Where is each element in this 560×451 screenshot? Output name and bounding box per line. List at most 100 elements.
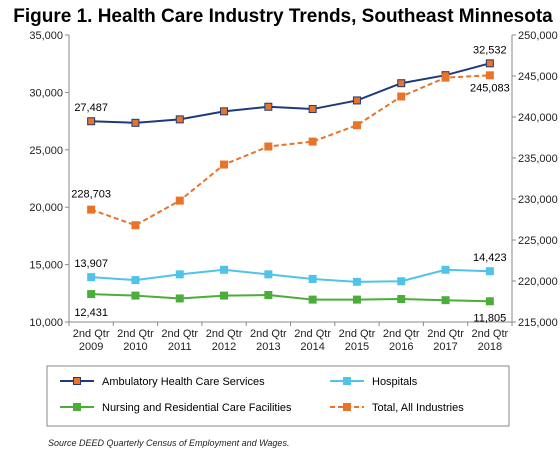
series-1-point bbox=[485, 267, 494, 276]
x-tick-label-line: 2010 bbox=[123, 341, 147, 353]
series-1-point bbox=[441, 265, 450, 274]
left-tick-label: 25,000 bbox=[29, 145, 63, 157]
series-0-point bbox=[264, 102, 273, 111]
plot-area: 10,000 15,000 20,000 25,000 30,000 35,000 215,… bbox=[29, 30, 557, 353]
left-tick-label: 15,000 bbox=[29, 260, 63, 272]
series-2-point bbox=[131, 291, 140, 300]
series-1-point bbox=[87, 273, 96, 282]
series-line-3 bbox=[90, 74, 490, 227]
right-tick-label: 245,000 bbox=[518, 71, 558, 83]
x-tick-label: 2nd Qtr 2011 bbox=[161, 328, 198, 353]
left-tick-label: 35,000 bbox=[29, 30, 63, 42]
x-tick-label-line: 2nd Qtr bbox=[427, 328, 464, 340]
left-tick-label: 10,000 bbox=[29, 317, 63, 329]
x-tick-label: 2nd Qtr 2010 bbox=[117, 328, 154, 353]
legend-marker-1 bbox=[343, 377, 351, 385]
left-tick-label: 30,000 bbox=[29, 87, 63, 99]
x-tick-label: 2nd Qtr 2015 bbox=[339, 328, 376, 353]
series-3-point bbox=[485, 71, 494, 80]
data-label: 13,907 bbox=[74, 258, 108, 270]
series-1-point bbox=[264, 270, 273, 279]
x-tick-label-line: 2nd Qtr bbox=[206, 328, 243, 340]
x-tick-label-line: 2nd Qtr bbox=[73, 328, 110, 340]
series-2-point bbox=[485, 297, 494, 306]
series-1-point bbox=[352, 277, 361, 286]
x-tick-label-line: 2nd Qtr bbox=[161, 328, 198, 340]
series-1-point bbox=[131, 276, 140, 285]
right-tick-label: 240,000 bbox=[518, 112, 558, 124]
series-3-point bbox=[441, 73, 450, 82]
data-label: 32,532 bbox=[473, 44, 507, 56]
x-tick-label: 2nd Qtr 2017 bbox=[427, 328, 464, 353]
series-2-point bbox=[175, 294, 184, 303]
data-label: 245,083 bbox=[470, 82, 510, 94]
x-tick-label: 2nd Qtr 2013 bbox=[250, 328, 287, 353]
series-0-point bbox=[175, 115, 184, 124]
series-line-0 bbox=[91, 62, 491, 124]
series-2-point bbox=[352, 295, 361, 304]
series-2-point bbox=[308, 295, 317, 304]
series-1-point bbox=[175, 270, 184, 279]
series-1-point bbox=[308, 274, 317, 283]
legend-label-3: Total, All Industries bbox=[372, 402, 464, 414]
source-note: Source DEED Quarterly Census of Employme… bbox=[48, 438, 289, 448]
series-3-point bbox=[175, 196, 184, 205]
x-tick-label-line: 2012 bbox=[212, 341, 236, 353]
right-tick-label: 235,000 bbox=[518, 153, 558, 165]
series-3-point bbox=[87, 205, 96, 214]
series-3-point bbox=[131, 221, 140, 230]
series-2-point bbox=[87, 290, 96, 299]
right-tick-label: 225,000 bbox=[518, 235, 558, 247]
x-tick-label-line: 2014 bbox=[300, 341, 324, 353]
series-0-point bbox=[308, 105, 317, 114]
x-tick-label-line: 2nd Qtr bbox=[294, 328, 331, 340]
x-tick-label-line: 2nd Qtr bbox=[117, 328, 154, 340]
right-tick-label: 220,000 bbox=[518, 276, 558, 288]
x-tick-label: 2nd Qtr 2018 bbox=[472, 328, 509, 353]
legend-box bbox=[46, 365, 510, 427]
legend-marker-3 bbox=[343, 403, 351, 411]
series-line-2 bbox=[91, 293, 490, 303]
series-2-point bbox=[220, 291, 229, 300]
right-tick-label: 230,000 bbox=[518, 194, 558, 206]
series-0-point bbox=[131, 118, 140, 127]
x-tick-label-line: 2nd Qtr bbox=[250, 328, 287, 340]
x-tick-label-line: 2011 bbox=[168, 341, 192, 353]
series-0-point bbox=[220, 107, 229, 116]
x-tick-label: 2nd Qtr 2009 bbox=[73, 328, 110, 353]
x-tick-label-line: 2nd Qtr bbox=[383, 328, 420, 340]
data-label: 14,423 bbox=[473, 252, 507, 264]
x-tick-label-line: 2015 bbox=[345, 341, 369, 353]
series-3-point bbox=[352, 121, 361, 130]
right-tick-label: 250,000 bbox=[518, 30, 558, 42]
series-3-point bbox=[220, 160, 229, 169]
chart-title: Figure 1. Health Care Industry Trends, S… bbox=[13, 6, 553, 27]
legend-label-0: Ambulatory Health Care Services bbox=[102, 376, 265, 388]
series-2-point bbox=[264, 291, 273, 300]
legend-label-1: Hospitals bbox=[372, 376, 418, 388]
legend-label-2: Nursing and Residential Care Facilities bbox=[102, 402, 292, 414]
series-line-1 bbox=[91, 268, 490, 283]
series-1-point bbox=[397, 277, 406, 286]
x-tick-label-line: 2016 bbox=[389, 341, 413, 353]
x-tick-label-line: 2013 bbox=[256, 341, 280, 353]
series-0-point bbox=[352, 96, 361, 105]
series-2-point bbox=[441, 296, 450, 305]
data-label: 27,487 bbox=[74, 102, 108, 114]
data-label: 12,431 bbox=[74, 307, 108, 319]
legend: Ambulatory Health Care Services Hospitals… bbox=[60, 376, 464, 414]
series-3-point bbox=[397, 92, 406, 101]
series-3-point bbox=[264, 142, 273, 151]
right-tick-label: 215,000 bbox=[518, 317, 558, 329]
series-0-point bbox=[397, 79, 406, 88]
x-tick-label-line: 2018 bbox=[478, 341, 502, 353]
legend-marker-2 bbox=[73, 403, 81, 411]
data-label: 228,703 bbox=[71, 189, 111, 201]
series-2-point bbox=[397, 295, 406, 304]
x-tick-label: 2nd Qtr 2012 bbox=[206, 328, 243, 353]
x-tick-label-line: 2009 bbox=[79, 341, 103, 353]
left-tick-label: 20,000 bbox=[29, 202, 63, 214]
series-3-point bbox=[308, 137, 317, 146]
x-tick-label-line: 2nd Qtr bbox=[339, 328, 376, 340]
